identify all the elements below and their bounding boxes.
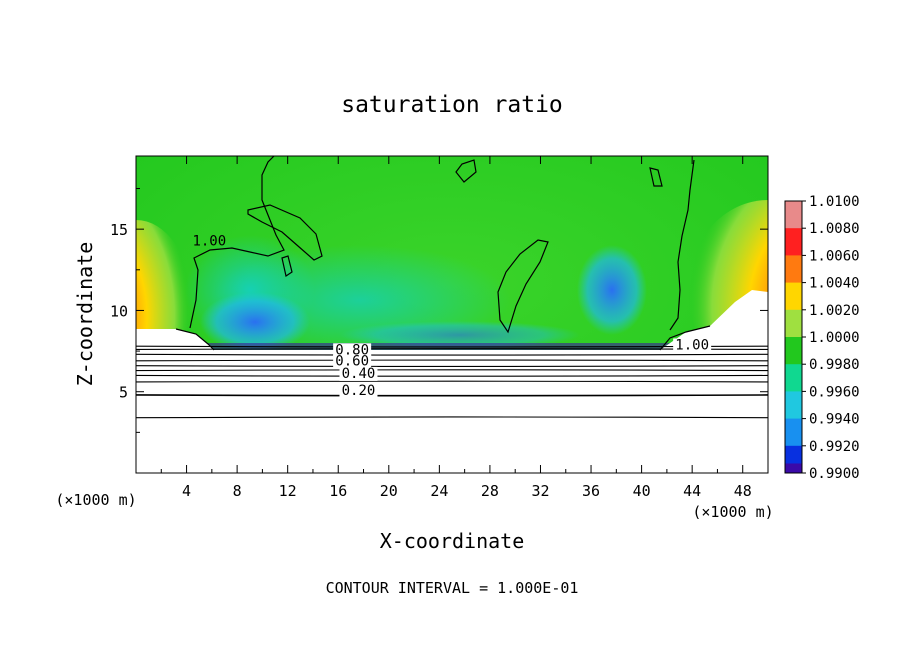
contour-label: 0.80 — [335, 342, 369, 358]
contour-label: 1.00 — [675, 337, 709, 353]
colorbar-swatch — [785, 391, 802, 420]
contour-1.00-left-branch — [189, 156, 285, 329]
contour-label: 1.00 — [192, 233, 226, 249]
colorbar-label: 1.0060 — [809, 248, 860, 264]
colorbar-swatch — [785, 418, 802, 447]
x-tick-label: 44 — [683, 482, 701, 500]
y-axis: 5 10 15 — [110, 188, 768, 433]
x-axis-label: X-coordinate — [380, 529, 525, 553]
colorbar: 1.0100 1.0080 1.0060 1.0040 1.0020 1.0000 0.99… — [784, 194, 860, 482]
field-dry-patch-right — [577, 245, 647, 335]
saturation-field — [136, 156, 768, 473]
x-unit-label-left: (×1000 m) — [55, 491, 136, 509]
colorbar-label: 0.9920 — [809, 439, 860, 455]
colorbar-swatch — [785, 364, 802, 392]
level-contour-line — [135, 353, 769, 356]
contour-label-bg — [333, 354, 372, 369]
contour-1.00-center-lobe — [497, 239, 549, 334]
x-tick-label: 16 — [329, 482, 347, 500]
colorbar-swatch — [785, 255, 802, 284]
y-axis-label: Z-coordinate — [73, 242, 97, 387]
y-tick-label: 5 — [119, 384, 128, 402]
colorbar-label: 0.9980 — [809, 357, 860, 373]
contour-label-bg — [339, 366, 378, 381]
x-tick-label: 20 — [380, 482, 398, 500]
contour-label-bg — [673, 338, 712, 353]
field-dry-patch-mid — [340, 321, 580, 349]
x-tick-label: 48 — [734, 482, 752, 500]
x-tick-label: 36 — [582, 482, 600, 500]
x-tick-label: 12 — [279, 482, 297, 500]
level-contours — [135, 345, 769, 419]
level-contour-line — [135, 380, 769, 383]
contour-label-group: 1.00 0.800.600.400.20 1.00 — [192, 233, 712, 399]
colorbar-swatch — [785, 201, 802, 229]
y-tick-label: 15 — [110, 221, 128, 239]
contour-interval-note: CONTOUR INTERVAL = 1.000E-01 — [326, 579, 579, 597]
level-contour-line — [135, 374, 769, 377]
colorbar-swatch — [785, 337, 802, 365]
colorbar-label: 1.0000 — [809, 330, 860, 346]
contour-label: 0.40 — [342, 366, 376, 382]
colorbar-label: 1.0100 — [809, 194, 860, 210]
contour-label: 0.20 — [342, 383, 376, 399]
contour-1.00-left-blob — [281, 255, 293, 277]
x-tick-label: 32 — [531, 482, 549, 500]
contour-1.00-left-lobe — [247, 204, 323, 261]
plot-frame — [135, 155, 769, 474]
contour-1.00-top-blob — [455, 159, 477, 183]
x-tick-label: 24 — [430, 482, 448, 500]
contour-label: 0.60 — [335, 354, 369, 370]
level-contour-line — [135, 359, 769, 362]
cloud-region-right — [660, 290, 768, 350]
x-unit-label-right: (×1000 m) — [692, 503, 773, 521]
contour-label-bg — [333, 343, 372, 358]
colorbar-swatch — [785, 228, 802, 256]
contour-lines — [175, 156, 711, 351]
contour-label-bg — [339, 383, 378, 398]
colorbar-bottom-swatch — [785, 463, 802, 473]
colorbar-label: 1.0080 — [809, 221, 860, 237]
x-tick-label: 4 — [182, 482, 191, 500]
level-contour-line — [135, 416, 769, 419]
x-tick-label: 28 — [481, 482, 499, 500]
colorbar-label: 0.9960 — [809, 384, 860, 400]
x-tick-label: 8 — [233, 482, 242, 500]
cloud-region-left — [136, 329, 214, 350]
colorbar-label: 1.0040 — [809, 276, 860, 292]
colorbar-swatch — [785, 282, 802, 311]
colorbar-label: 1.0020 — [809, 303, 860, 319]
level-contour-line — [135, 369, 769, 372]
contour-1.00-top-right-blob — [649, 167, 663, 187]
lower-domain — [136, 350, 768, 473]
x-tick-label: 40 — [633, 482, 651, 500]
colorbar-label: 0.9900 — [809, 466, 860, 482]
contour-1.00-lower-right — [659, 325, 711, 351]
colorbar-swatch — [785, 309, 802, 338]
chart-title: saturation ratio — [341, 92, 563, 118]
y-tick-label: 10 — [110, 302, 128, 320]
x-axis: 4 8 12 16 20 24 28 32 36 40 44 48 — [160, 156, 752, 500]
contour-1.00-right-branch — [669, 159, 695, 331]
colorbar-label: 0.9940 — [809, 412, 860, 428]
level-contour-line — [135, 365, 769, 368]
field-dry-patch-left — [200, 292, 310, 352]
level-contour-line — [135, 394, 769, 397]
